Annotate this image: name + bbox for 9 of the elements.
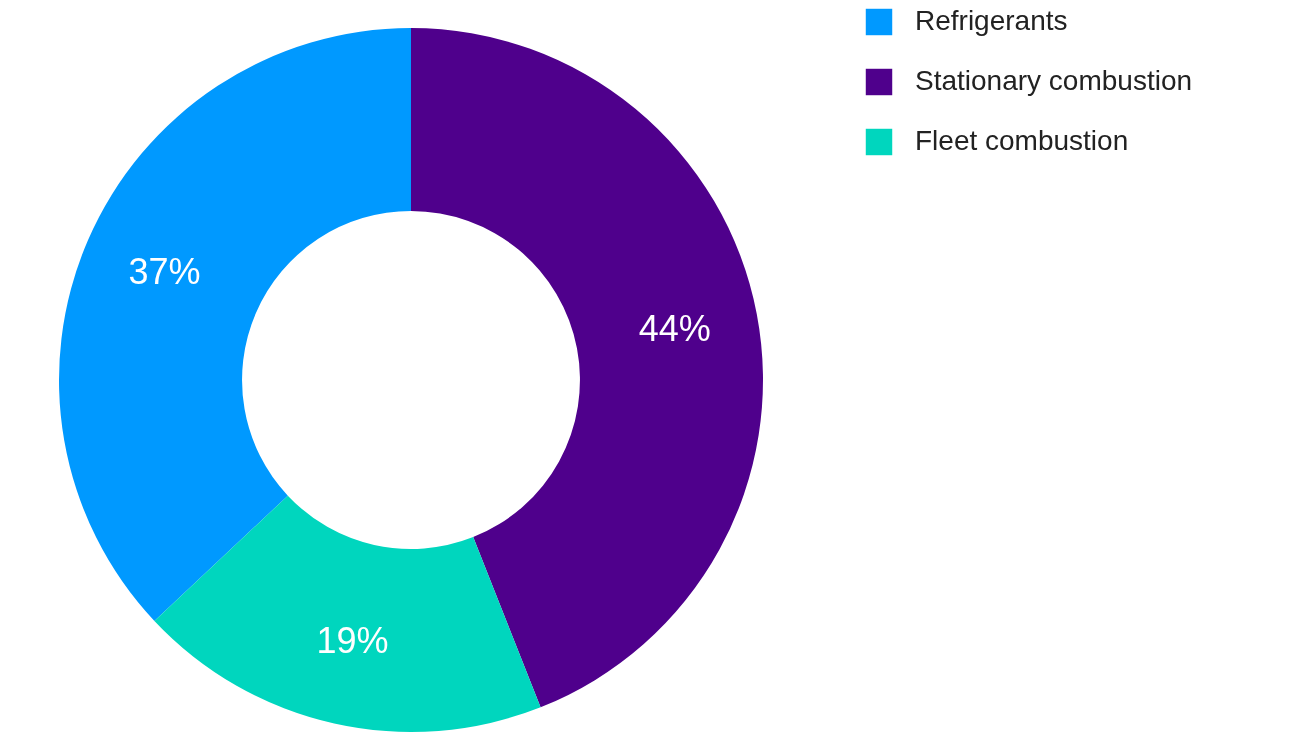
data-label: 19% <box>316 620 389 662</box>
donut-slice <box>59 28 411 621</box>
legend-label: Fleet combustion <box>915 125 1129 156</box>
donut-slice <box>154 495 541 732</box>
data-label: 44% <box>638 307 711 349</box>
legend-label: Stationary combustion <box>915 65 1193 96</box>
data-label: 37% <box>128 251 201 293</box>
donut-slice <box>411 28 763 708</box>
legend-label: Refrigerants <box>915 5 1068 36</box>
